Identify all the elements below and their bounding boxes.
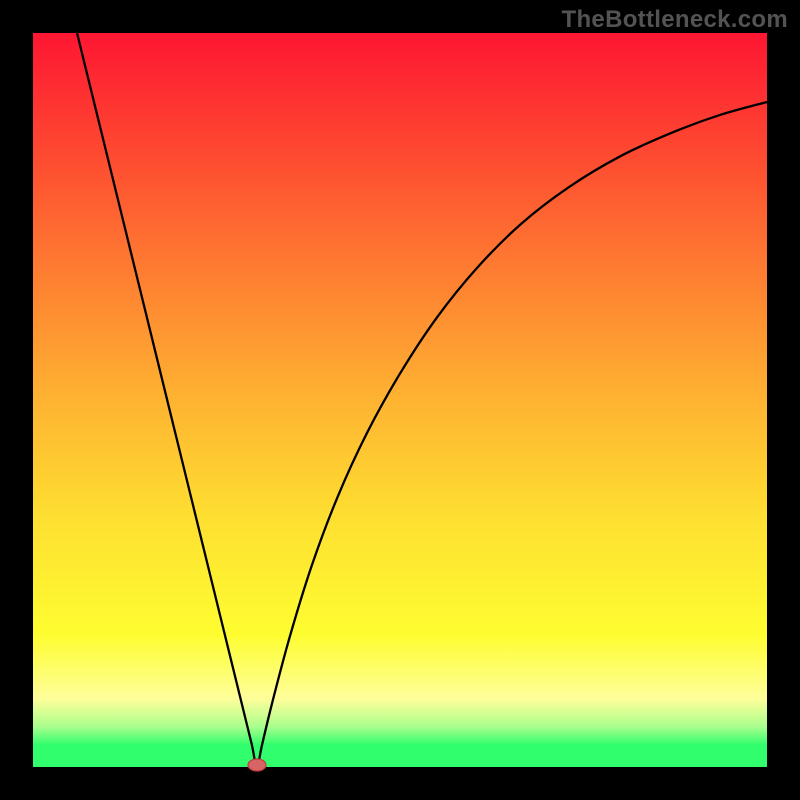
minimum-marker bbox=[245, 756, 269, 774]
gradient-background bbox=[33, 33, 767, 767]
chart-frame: TheBottleneck.com bbox=[0, 0, 800, 800]
watermark-text: TheBottleneck.com bbox=[562, 6, 788, 34]
plot-area bbox=[33, 33, 767, 767]
